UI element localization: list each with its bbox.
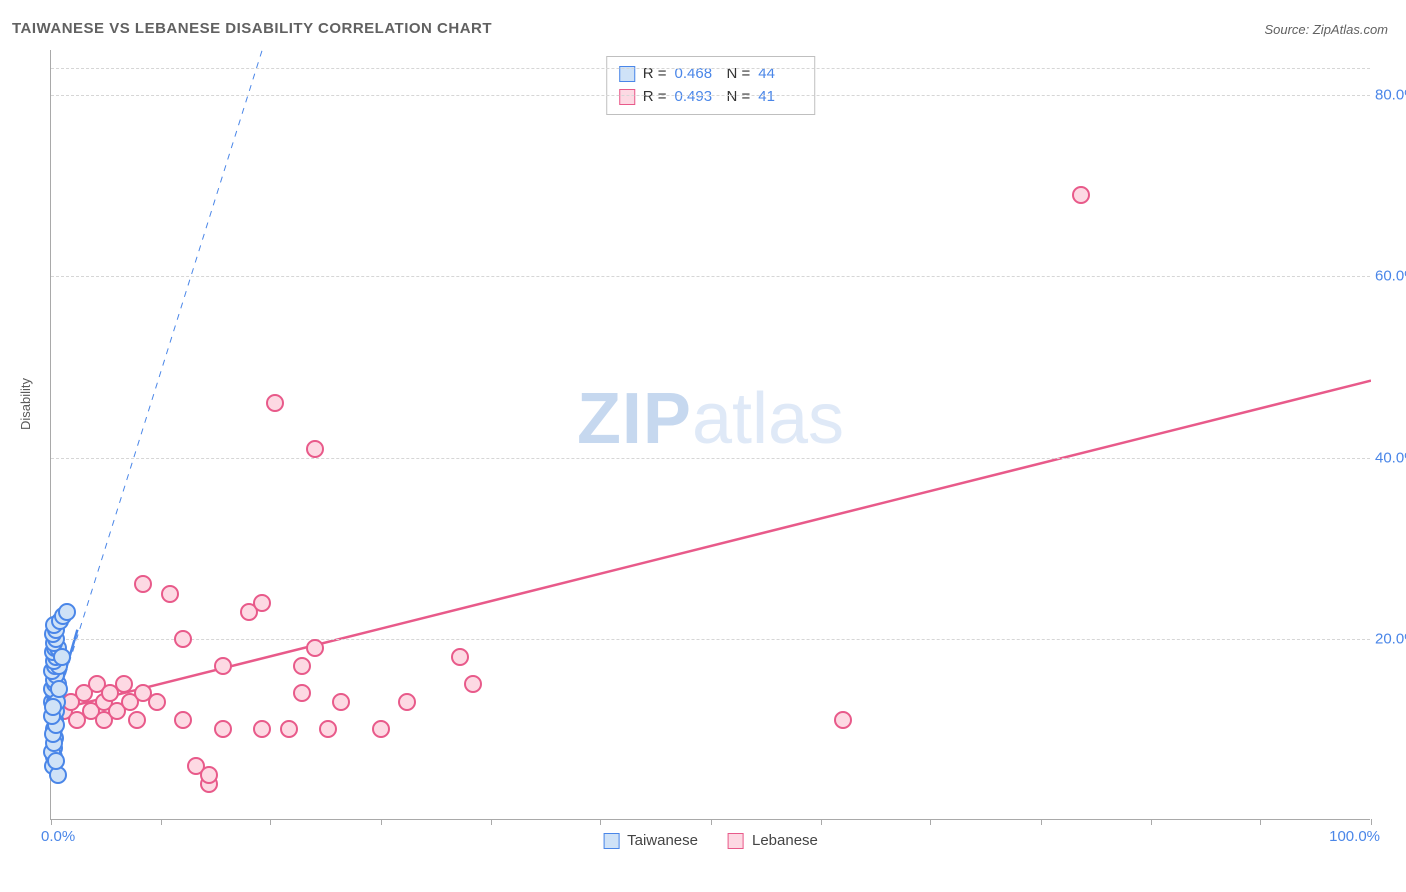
n-value-taiwanese: 44 bbox=[758, 63, 802, 86]
legend-label-taiwanese: Taiwanese bbox=[627, 832, 698, 849]
x-axis-min-label: 0.0% bbox=[41, 828, 75, 845]
data-point-lebanese bbox=[148, 693, 166, 711]
data-point-lebanese bbox=[451, 648, 469, 666]
series-legend: Taiwanese Lebanese bbox=[603, 832, 818, 849]
y-axis-label: Disability bbox=[18, 378, 33, 430]
data-point-lebanese bbox=[128, 711, 146, 729]
swatch-lebanese bbox=[619, 89, 635, 105]
n-label: N = bbox=[727, 86, 751, 109]
data-point-lebanese bbox=[200, 766, 218, 784]
scatter-plot-area: ZIPatlas R = 0.468 N = 44 R = 0.493 N = … bbox=[50, 50, 1370, 820]
data-point-lebanese bbox=[332, 693, 350, 711]
data-point-lebanese bbox=[293, 684, 311, 702]
x-tick bbox=[1151, 819, 1152, 825]
data-point-taiwanese bbox=[53, 648, 71, 666]
swatch-lebanese bbox=[728, 833, 744, 849]
gridline bbox=[51, 276, 1370, 277]
x-tick bbox=[711, 819, 712, 825]
x-tick bbox=[270, 819, 271, 825]
data-point-taiwanese bbox=[58, 603, 76, 621]
trend-line bbox=[51, 50, 262, 720]
stats-row-taiwanese: R = 0.468 N = 44 bbox=[619, 63, 803, 86]
x-tick bbox=[1041, 819, 1042, 825]
x-tick bbox=[1260, 819, 1261, 825]
gridline bbox=[51, 95, 1370, 96]
data-point-lebanese bbox=[372, 720, 390, 738]
x-tick bbox=[491, 819, 492, 825]
y-tick-label: 20.0% bbox=[1375, 630, 1406, 647]
stats-legend: R = 0.468 N = 44 R = 0.493 N = 41 bbox=[606, 56, 816, 115]
data-point-lebanese bbox=[115, 675, 133, 693]
trend-line bbox=[51, 381, 1371, 712]
x-tick bbox=[600, 819, 601, 825]
data-point-taiwanese bbox=[44, 698, 62, 716]
r-value-lebanese: 0.493 bbox=[675, 86, 719, 109]
legend-label-lebanese: Lebanese bbox=[752, 832, 818, 849]
data-point-lebanese bbox=[280, 720, 298, 738]
x-tick bbox=[821, 819, 822, 825]
data-point-lebanese bbox=[174, 630, 192, 648]
data-point-lebanese bbox=[306, 440, 324, 458]
stats-row-lebanese: R = 0.493 N = 41 bbox=[619, 86, 803, 109]
x-axis-max-label: 100.0% bbox=[1329, 828, 1380, 845]
data-point-lebanese bbox=[464, 675, 482, 693]
data-point-lebanese bbox=[1072, 186, 1090, 204]
r-label: R = bbox=[643, 63, 667, 86]
data-point-lebanese bbox=[293, 657, 311, 675]
data-point-lebanese bbox=[834, 711, 852, 729]
chart-title: TAIWANESE VS LEBANESE DISABILITY CORRELA… bbox=[12, 20, 492, 37]
x-tick bbox=[51, 819, 52, 825]
x-tick bbox=[930, 819, 931, 825]
data-point-lebanese bbox=[398, 693, 416, 711]
data-point-lebanese bbox=[253, 720, 271, 738]
gridline bbox=[51, 68, 1370, 69]
legend-item-taiwanese: Taiwanese bbox=[603, 832, 698, 849]
legend-item-lebanese: Lebanese bbox=[728, 832, 818, 849]
data-point-lebanese bbox=[134, 575, 152, 593]
data-point-lebanese bbox=[319, 720, 337, 738]
data-point-lebanese bbox=[214, 720, 232, 738]
gridline bbox=[51, 639, 1370, 640]
r-value-taiwanese: 0.468 bbox=[675, 63, 719, 86]
source-attribution: Source: ZipAtlas.com bbox=[1264, 22, 1388, 37]
data-point-taiwanese bbox=[47, 752, 65, 770]
x-tick bbox=[161, 819, 162, 825]
swatch-taiwanese bbox=[603, 833, 619, 849]
n-label: N = bbox=[727, 63, 751, 86]
data-point-lebanese bbox=[306, 639, 324, 657]
n-value-lebanese: 41 bbox=[758, 86, 802, 109]
data-point-taiwanese bbox=[50, 680, 68, 698]
plot-svg bbox=[51, 50, 1371, 820]
y-tick-label: 80.0% bbox=[1375, 87, 1406, 104]
r-label: R = bbox=[643, 86, 667, 109]
data-point-lebanese bbox=[253, 594, 271, 612]
gridline bbox=[51, 458, 1370, 459]
data-point-lebanese bbox=[161, 585, 179, 603]
y-tick-label: 60.0% bbox=[1375, 268, 1406, 285]
data-point-lebanese bbox=[174, 711, 192, 729]
data-point-lebanese bbox=[214, 657, 232, 675]
y-tick-label: 40.0% bbox=[1375, 449, 1406, 466]
data-point-lebanese bbox=[266, 394, 284, 412]
x-tick bbox=[381, 819, 382, 825]
x-tick bbox=[1371, 819, 1372, 825]
